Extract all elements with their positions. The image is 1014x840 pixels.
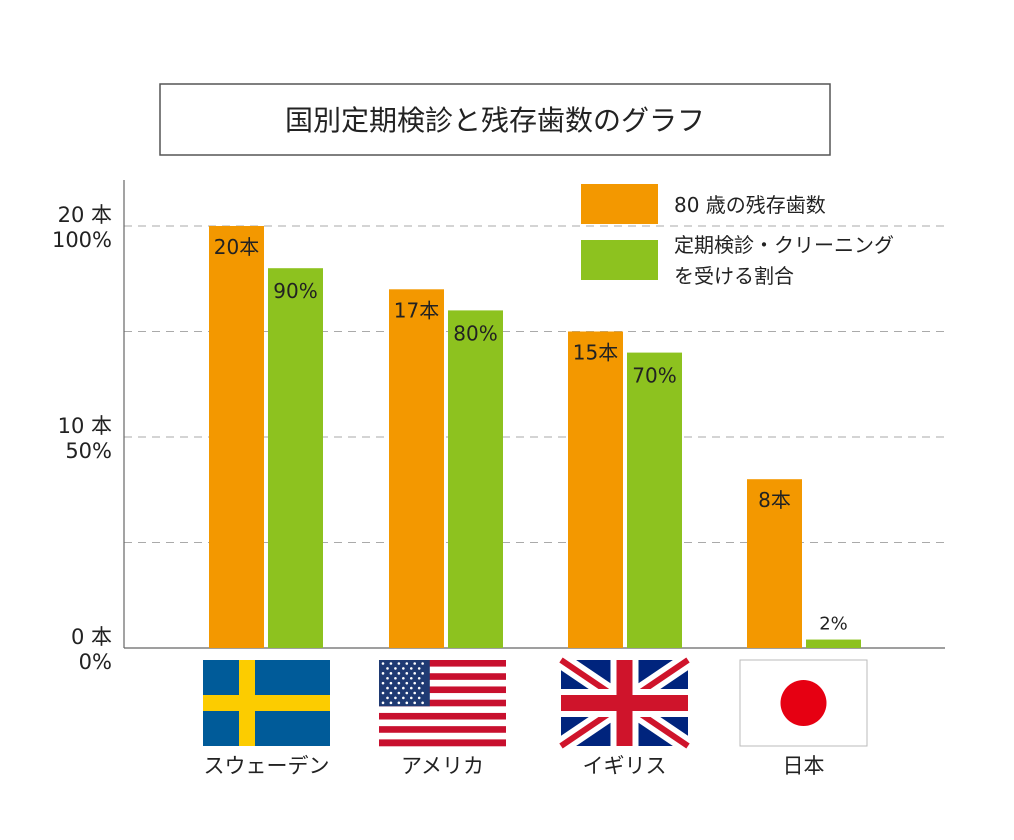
bar-labels: 20本 90% 17本 80% 15本 70% 8本 2%	[214, 235, 848, 635]
category-label: アメリカ	[401, 754, 484, 778]
bar-teeth	[568, 331, 623, 648]
bar-label-teeth: 17本	[394, 298, 439, 322]
y-tick-label-teeth: 0 本	[71, 625, 112, 649]
sweden-flag	[203, 660, 330, 746]
gridlines	[124, 225, 945, 543]
legend-swatch-orange	[581, 184, 658, 224]
bar-label-checkup: 2%	[819, 614, 848, 635]
bar-teeth	[747, 479, 802, 648]
legend-label-checkup-line2: を受ける割合	[674, 264, 794, 288]
legend-label-checkup-line1: 定期検診・クリーニング	[674, 233, 894, 257]
bar-teeth	[209, 226, 264, 648]
bar-label-teeth: 20本	[214, 235, 259, 259]
bars	[209, 226, 861, 648]
usa-flag	[379, 660, 506, 747]
bar-checkup	[448, 310, 503, 648]
bar-checkup	[627, 352, 682, 648]
category-label: スウェーデン	[204, 754, 330, 778]
y-tick-label-teeth: 10 本	[58, 414, 112, 438]
title-box	[159, 83, 831, 156]
category-label: イギリス	[583, 754, 667, 778]
flags	[203, 652, 868, 754]
bar-label-checkup: 80%	[453, 321, 497, 345]
y-tick-label-teeth: 20 本	[58, 203, 112, 227]
y-tick-label-percent: 100%	[52, 228, 112, 252]
y-tick-label-percent: 0%	[79, 650, 112, 674]
legend-swatch-green	[581, 240, 658, 280]
y-tick-label-percent: 50%	[65, 439, 112, 463]
legend: 80 歳の残存歯数 定期検診・クリーニング を受ける割合	[581, 184, 894, 288]
bar-label-checkup: 90%	[273, 279, 317, 303]
bar-teeth	[389, 289, 444, 648]
legend-label-teeth: 80 歳の残存歯数	[674, 193, 826, 217]
bar-label-teeth: 15本	[573, 341, 618, 365]
chart-title: 国別定期検診と残存歯数のグラフ	[285, 104, 705, 137]
japan-flag	[739, 659, 868, 747]
bar-checkup	[806, 639, 861, 648]
bar-label-checkup: 70%	[632, 364, 676, 388]
bar-checkup	[268, 268, 323, 648]
bar-label-teeth: 8本	[758, 488, 791, 512]
category-labels: スウェーデン アメリカ イギリス 日本	[204, 754, 825, 778]
uk-flag	[556, 652, 693, 754]
category-label: 日本	[783, 754, 825, 778]
